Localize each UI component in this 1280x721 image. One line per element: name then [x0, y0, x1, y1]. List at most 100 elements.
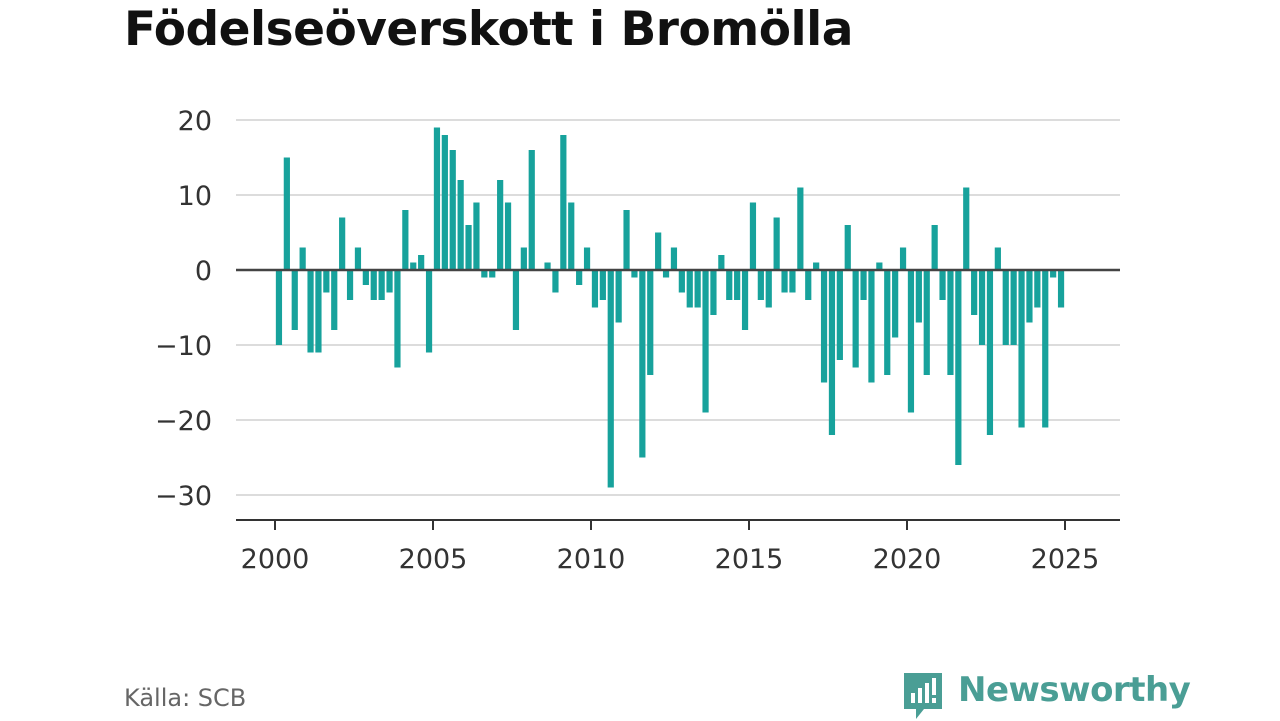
brand-name: Newsworthy: [958, 670, 1191, 710]
bar: [820, 270, 828, 383]
bar: [591, 270, 599, 308]
bar: [923, 270, 930, 375]
bar: [1018, 270, 1025, 428]
bar: [433, 127, 441, 270]
bar: [710, 270, 717, 315]
axes: [236, 268, 1120, 530]
bar: [915, 270, 922, 323]
bar: [931, 225, 938, 270]
y-tick-label: 10: [178, 181, 212, 212]
bar: [955, 270, 962, 465]
bar: [568, 202, 575, 270]
bar: [741, 270, 749, 330]
bar: [599, 270, 606, 300]
bar: [694, 270, 701, 308]
bar: [797, 187, 804, 270]
y-tick-label: −10: [155, 331, 212, 362]
y-tick-label: −20: [155, 406, 212, 437]
bar: [576, 270, 583, 285]
bar: [457, 180, 464, 270]
x-tick-label: 2015: [715, 544, 784, 575]
bar: [323, 270, 330, 293]
bar: [749, 202, 757, 270]
bar: [473, 202, 480, 270]
bar: [354, 247, 362, 270]
bar: [631, 270, 638, 278]
y-tick-label: 0: [195, 256, 212, 287]
grid-lines: [236, 119, 1120, 496]
x-tick-label: 2005: [399, 544, 468, 575]
bar: [907, 270, 915, 413]
bar: [386, 270, 393, 293]
bar: [805, 270, 812, 300]
bar: [607, 270, 614, 488]
bar: [836, 270, 843, 360]
bar: [876, 262, 883, 270]
bar: [504, 202, 512, 270]
brand-logo[interactable]: Newsworthy: [902, 670, 1191, 720]
bar: [339, 217, 346, 270]
bar: [1034, 270, 1041, 308]
bar: [789, 270, 796, 293]
bar: [828, 270, 836, 435]
bar: [307, 270, 314, 353]
bar: [370, 270, 377, 300]
newsworthy-logo-icon: [904, 673, 942, 719]
bar: [489, 270, 496, 278]
bar: [678, 270, 685, 293]
bar: [718, 255, 725, 270]
y-tick-label: −30: [155, 481, 212, 512]
x-tick-label: 2020: [873, 544, 942, 575]
bar: [497, 180, 504, 270]
bar: [765, 270, 772, 308]
source-label: Källa: SCB: [124, 684, 247, 712]
bar: [655, 232, 662, 270]
bar: [560, 135, 567, 270]
bar: [1010, 270, 1017, 345]
y-tick-label: 20: [178, 106, 212, 137]
bar: [994, 247, 1001, 270]
bar: [978, 270, 986, 345]
bar: [986, 270, 994, 435]
bar: [647, 270, 654, 375]
bar: [465, 225, 472, 270]
bar: [402, 210, 409, 270]
bar: [781, 270, 788, 293]
bar: [884, 270, 891, 375]
bar: [813, 262, 820, 270]
bar: [662, 270, 670, 278]
bar: [331, 270, 338, 330]
bar: [615, 270, 622, 323]
bar: [726, 270, 733, 300]
bar: [939, 270, 946, 300]
bar: [773, 217, 780, 270]
bar: [844, 225, 851, 270]
bar: [963, 187, 970, 270]
bar: [520, 247, 527, 270]
bar: [418, 255, 425, 270]
bar: [362, 270, 369, 285]
bar: [1026, 270, 1033, 323]
bar: [346, 270, 354, 300]
bar: [552, 270, 559, 293]
bar: [971, 270, 978, 315]
bars: [275, 127, 1065, 488]
bar: [512, 270, 520, 330]
bar: [583, 247, 591, 270]
bar: [639, 270, 646, 458]
bar: [394, 270, 401, 368]
bar: [378, 270, 385, 300]
bar: [1002, 270, 1009, 345]
bar: [441, 135, 448, 270]
bar: [947, 270, 954, 375]
bar: [1042, 270, 1049, 428]
bar: [299, 247, 306, 270]
bar: [1050, 270, 1057, 278]
bar: [892, 270, 899, 338]
bar: [757, 270, 764, 300]
bar: [686, 270, 693, 308]
x-tick-label: 2025: [1031, 544, 1100, 575]
bar: [291, 270, 298, 330]
